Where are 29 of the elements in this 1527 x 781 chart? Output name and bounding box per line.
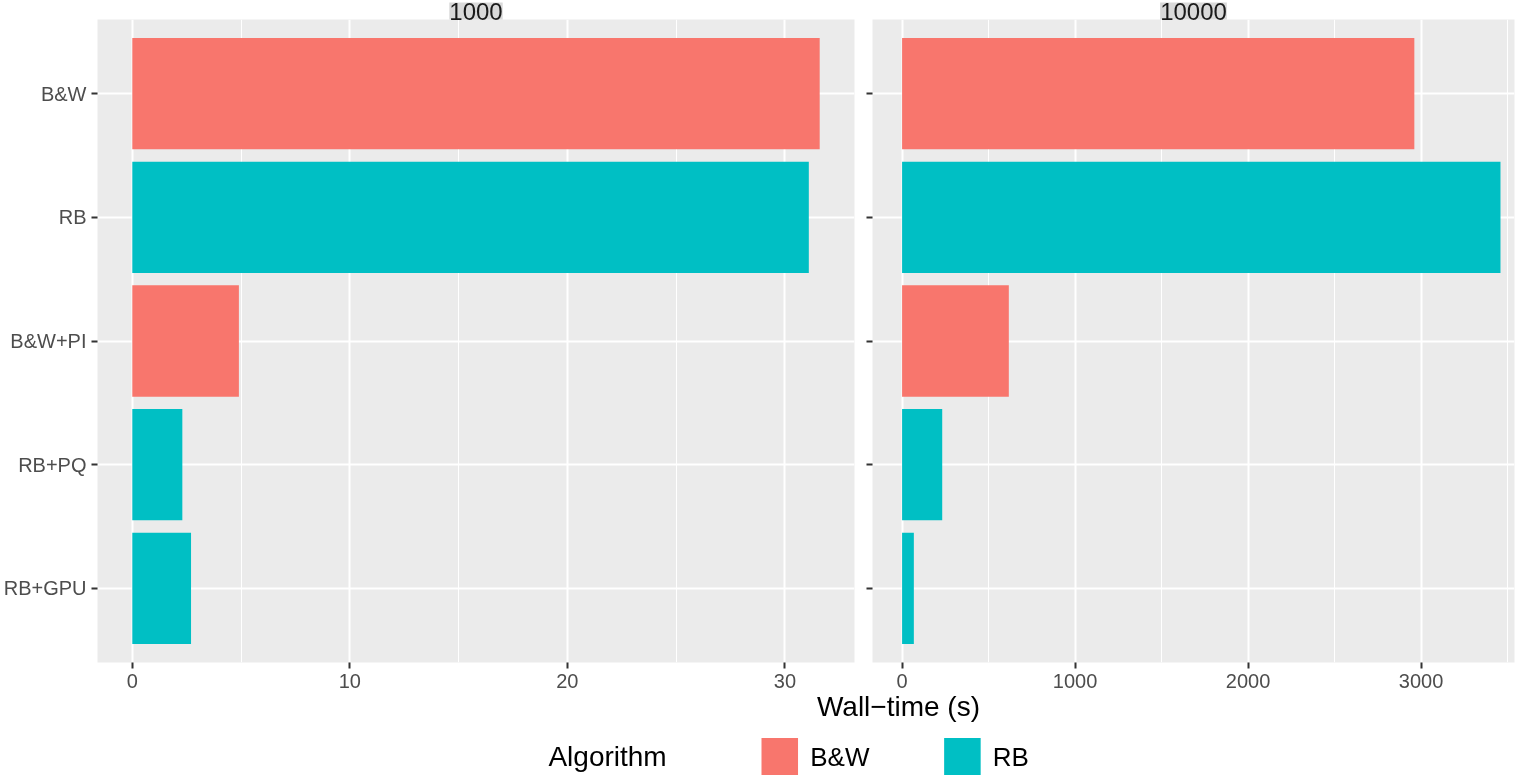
chart-title: 1000 bbox=[449, 0, 503, 25]
chart-title: 10000 bbox=[1160, 0, 1227, 25]
bar bbox=[902, 38, 1415, 150]
y-tick-label: RB+PQ bbox=[18, 453, 87, 476]
y-tick-label: B&W bbox=[40, 82, 87, 105]
y-tick-label: RB+GPU bbox=[3, 577, 87, 600]
x-tick-label: 0 bbox=[126, 669, 138, 692]
x-tick-label: 30 bbox=[773, 669, 797, 692]
bar bbox=[132, 409, 183, 521]
bar bbox=[132, 38, 820, 150]
bar bbox=[902, 285, 1009, 397]
legend-label: B&W bbox=[810, 741, 870, 772]
x-axis-title: Wall−time (s) bbox=[816, 690, 981, 722]
y-tick-label: RB bbox=[58, 206, 87, 229]
y-tick-label: B&W+PI bbox=[10, 330, 87, 352]
x-tick-label: 1000 bbox=[1052, 669, 1098, 692]
bar bbox=[132, 532, 192, 644]
legend-label: RB bbox=[992, 741, 1029, 772]
bar bbox=[132, 161, 809, 273]
bar bbox=[902, 532, 914, 644]
bar bbox=[132, 285, 239, 397]
bar bbox=[902, 409, 943, 521]
bar bbox=[902, 161, 1501, 273]
x-tick-label: 2000 bbox=[1225, 669, 1271, 692]
x-tick-label: 0 bbox=[896, 669, 908, 692]
legend-title: Algorithm bbox=[548, 741, 667, 772]
x-tick-label: 3000 bbox=[1398, 669, 1444, 692]
x-tick-label: 20 bbox=[556, 669, 579, 692]
x-tick-label: 10 bbox=[338, 669, 361, 692]
